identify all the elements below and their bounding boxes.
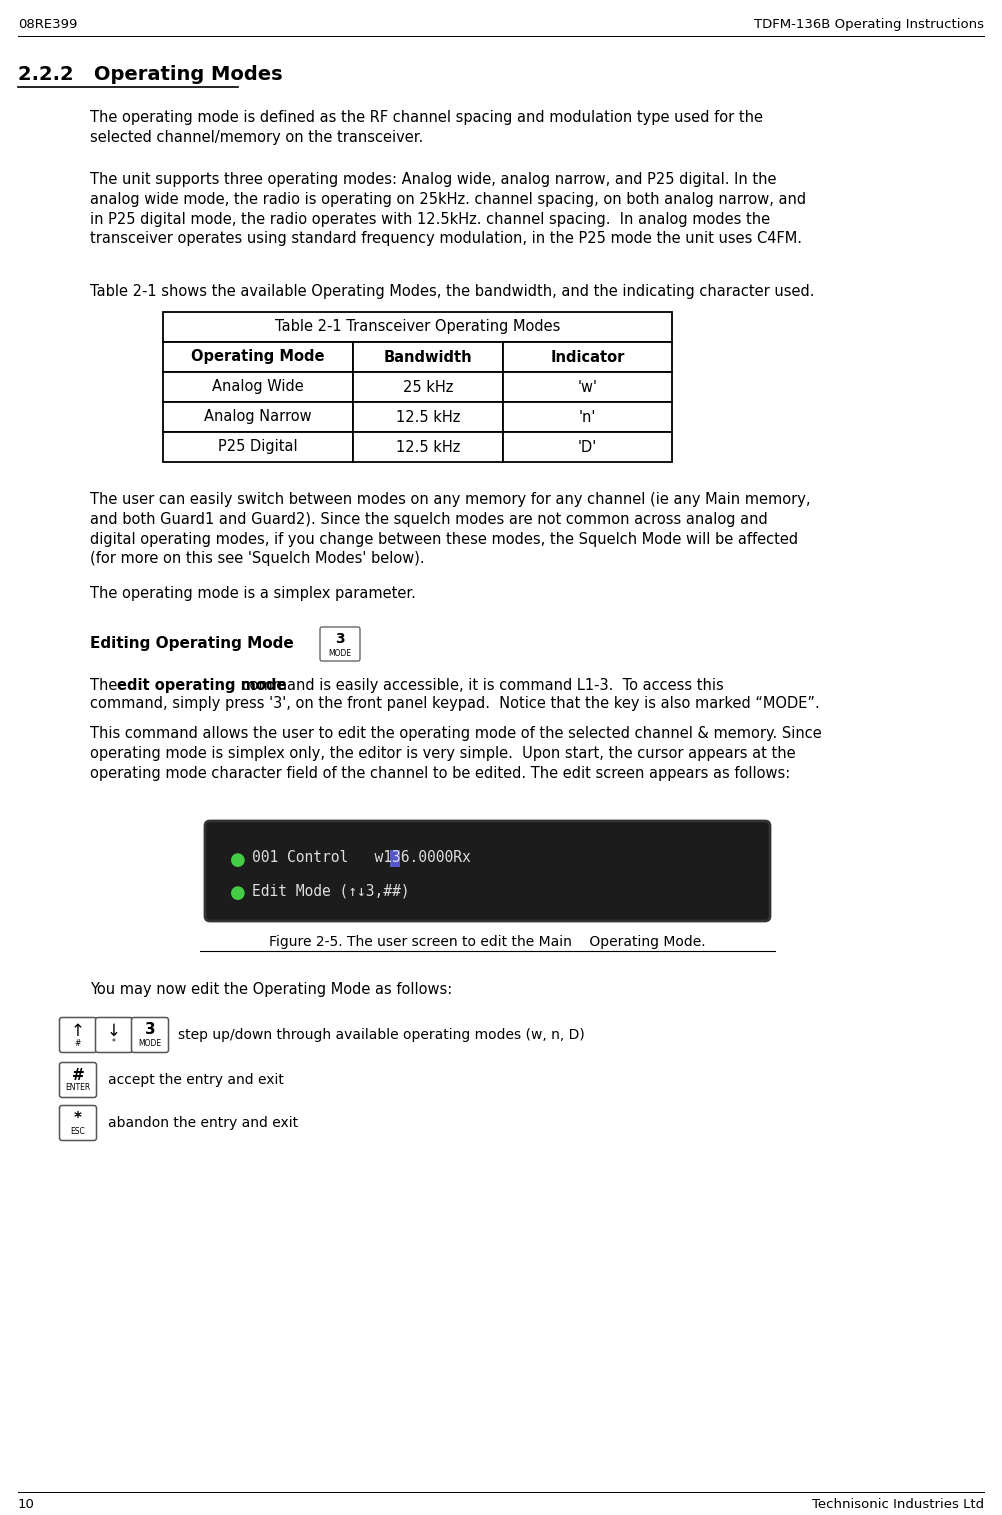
Text: 12.5 kHz: 12.5 kHz	[396, 409, 460, 424]
Bar	[353, 373, 503, 401]
Text: 3: 3	[144, 1023, 155, 1038]
FancyBboxPatch shape	[59, 1106, 96, 1141]
Text: Table 2-1 shows the available Operating Modes, the bandwidth, and the indicating: Table 2-1 shows the available Operating …	[90, 283, 815, 298]
Text: P25 Digital: P25 Digital	[218, 439, 298, 454]
Text: abandon the entry and exit: abandon the entry and exit	[108, 1117, 299, 1130]
Bar	[163, 312, 672, 342]
Bar	[503, 373, 672, 401]
Text: 'n': 'n'	[579, 409, 596, 424]
Text: 2.2.2   Operating Modes: 2.2.2 Operating Modes	[18, 65, 283, 83]
FancyBboxPatch shape	[59, 1062, 96, 1097]
Text: The user can easily switch between modes on any memory for any channel (ie any M: The user can easily switch between modes…	[90, 492, 811, 567]
Text: Analog Wide: Analog Wide	[212, 379, 304, 394]
Bar	[353, 342, 503, 373]
Bar	[390, 850, 400, 867]
FancyBboxPatch shape	[205, 821, 770, 921]
Text: Analog Narrow: Analog Narrow	[204, 409, 312, 424]
Bar	[163, 342, 353, 373]
Text: Editing Operating Mode: Editing Operating Mode	[90, 636, 294, 651]
Bar	[503, 342, 672, 373]
Text: The operating mode is defined as the RF channel spacing and modulation type used: The operating mode is defined as the RF …	[90, 111, 763, 145]
FancyBboxPatch shape	[59, 1018, 96, 1053]
Text: The: The	[90, 679, 122, 692]
Text: step up/down through available operating modes (w, n, D): step up/down through available operating…	[178, 1029, 585, 1042]
Text: 25 kHz: 25 kHz	[403, 379, 453, 394]
Text: ENTER: ENTER	[65, 1083, 90, 1092]
FancyBboxPatch shape	[95, 1018, 132, 1053]
Text: ●: ●	[230, 883, 245, 901]
Text: This command allows the user to edit the operating mode of the selected channel : This command allows the user to edit the…	[90, 726, 822, 780]
Text: edit operating mode: edit operating mode	[117, 679, 287, 692]
Text: 12.5 kHz: 12.5 kHz	[396, 439, 460, 454]
Text: ●: ●	[230, 851, 245, 870]
Bar	[503, 432, 672, 462]
Text: #: #	[75, 1038, 81, 1047]
Bar	[163, 401, 353, 432]
Text: Bandwidth: Bandwidth	[384, 350, 472, 365]
FancyBboxPatch shape	[131, 1018, 168, 1053]
FancyBboxPatch shape	[320, 627, 360, 661]
Text: ESC: ESC	[70, 1127, 85, 1136]
Text: *: *	[112, 1038, 116, 1047]
Text: *: *	[74, 1110, 82, 1126]
Text: ↑: ↑	[71, 1023, 85, 1039]
Bar	[353, 432, 503, 462]
Bar	[353, 401, 503, 432]
Text: MODE: MODE	[329, 648, 352, 658]
Text: Technisonic Industries Ltd: Technisonic Industries Ltd	[812, 1498, 984, 1510]
Bar	[503, 401, 672, 432]
Text: The unit supports three operating modes: Analog wide, analog narrow, and P25 dig: The unit supports three operating modes:…	[90, 173, 807, 247]
Bar	[163, 432, 353, 462]
Text: 'D': 'D'	[578, 439, 597, 454]
Text: You may now edit the Operating Mode as follows:: You may now edit the Operating Mode as f…	[90, 982, 452, 997]
Text: command, simply press '3', on the front panel keypad.  Notice that the key is al: command, simply press '3', on the front …	[90, 695, 820, 711]
Text: 001 Control   w136.0000Rx: 001 Control w136.0000Rx	[252, 850, 471, 865]
Text: #: #	[71, 1068, 84, 1083]
Text: MODE: MODE	[138, 1038, 161, 1047]
Text: Figure 2-5. The user screen to edit the Main    Operating Mode.: Figure 2-5. The user screen to edit the …	[269, 935, 705, 948]
Text: The operating mode is a simplex parameter.: The operating mode is a simplex paramete…	[90, 586, 416, 601]
Text: accept the entry and exit: accept the entry and exit	[108, 1073, 284, 1086]
Text: 10: 10	[18, 1498, 35, 1510]
Text: 08RE399: 08RE399	[18, 18, 77, 30]
Text: command is easily accessible, it is command L1-3.  To access this: command is easily accessible, it is comm…	[237, 679, 723, 692]
Bar	[163, 373, 353, 401]
Text: TDFM-136B Operating Instructions: TDFM-136B Operating Instructions	[754, 18, 984, 30]
Text: ↓: ↓	[107, 1023, 121, 1039]
Text: 3: 3	[336, 632, 345, 645]
Text: Edit Mode (↑↓3,##): Edit Mode (↑↓3,##)	[252, 883, 410, 898]
Text: Table 2-1 Transceiver Operating Modes: Table 2-1 Transceiver Operating Modes	[275, 320, 560, 335]
Text: Operating Mode: Operating Mode	[191, 350, 325, 365]
Text: Indicator: Indicator	[550, 350, 624, 365]
Text: 'w': 'w'	[577, 379, 597, 394]
